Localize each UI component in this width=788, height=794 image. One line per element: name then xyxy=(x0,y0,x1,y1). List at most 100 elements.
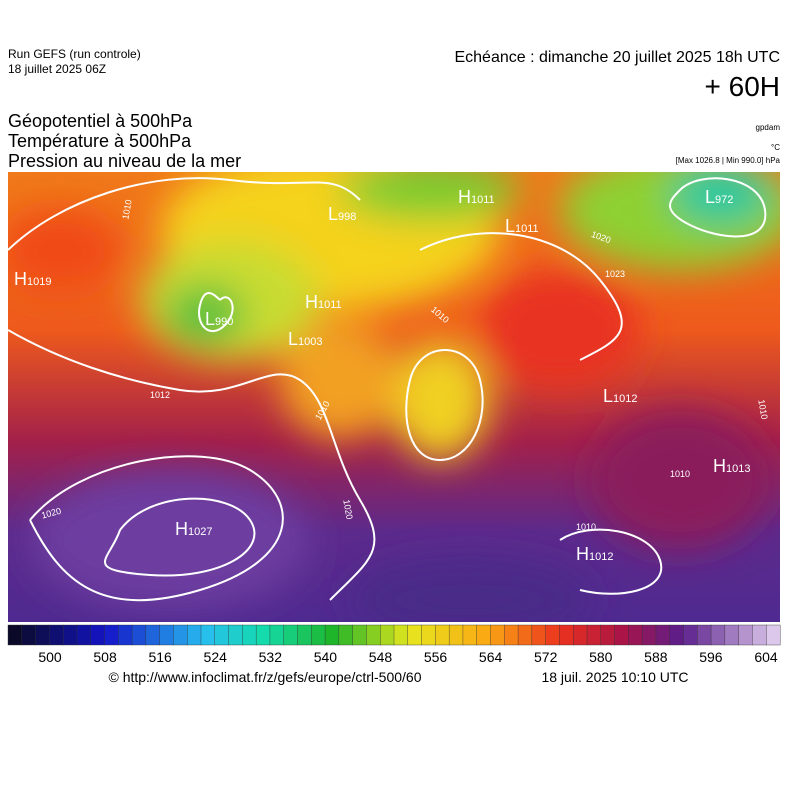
colorbar-swatch xyxy=(545,624,560,646)
colorbar-label: 596 xyxy=(699,649,723,665)
colorbar-swatch xyxy=(338,624,354,646)
colorbar-swatch xyxy=(255,624,271,646)
center-letter: L xyxy=(705,187,715,207)
center-letter: H xyxy=(713,456,726,476)
colorbar-swatch xyxy=(683,624,698,646)
colorbar-swatch xyxy=(131,624,147,646)
forecast-time: Echéance : dimanche 20 juillet 2025 18h … xyxy=(454,49,780,66)
pressure-center: L998 xyxy=(328,204,356,224)
center-value: 998 xyxy=(338,211,356,223)
center-value: 972 xyxy=(715,194,733,206)
center-letter: H xyxy=(175,519,188,539)
unit-gpdam: gpdam xyxy=(756,123,781,132)
colorbar-swatch xyxy=(90,624,106,646)
pressure-center: L990 xyxy=(205,309,233,329)
isobar-label: 1020 xyxy=(341,499,354,520)
colorbar-label: 500 xyxy=(38,649,62,665)
colorbar-swatch xyxy=(600,624,616,646)
colorbar-swatch xyxy=(586,624,602,646)
colorbar-swatch xyxy=(104,624,119,646)
center-letter: L xyxy=(288,329,298,349)
colorbar-label: 516 xyxy=(148,649,172,665)
isobar-label: 1010 xyxy=(576,522,596,532)
colorbar-swatch xyxy=(393,624,409,646)
unit-temp: °C xyxy=(771,143,780,152)
colorbar-swatch xyxy=(476,624,492,646)
colorbar-swatch xyxy=(49,624,64,646)
pressure-center: H1011 xyxy=(458,187,495,207)
center-value: 1011 xyxy=(318,299,342,311)
colorbar-swatch xyxy=(380,624,395,646)
colorbar-swatch xyxy=(35,624,50,646)
center-letter: L xyxy=(328,204,338,224)
center-letter: H xyxy=(14,269,27,289)
center-letter: L xyxy=(603,386,613,406)
isobar-label: 1023 xyxy=(605,269,625,279)
colorbar-swatch xyxy=(490,624,505,646)
colorbar-label: 540 xyxy=(314,649,338,665)
center-value: 1003 xyxy=(298,336,322,348)
colorbar-swatch xyxy=(228,624,243,646)
colorbar-swatch xyxy=(187,624,202,646)
colorbar-swatch xyxy=(214,624,230,646)
pressure-center: H1013 xyxy=(713,456,750,476)
colorbar-swatch xyxy=(173,624,188,646)
field-shading xyxy=(8,172,780,622)
title-temperature: Température à 500hPa xyxy=(8,131,192,151)
center-letter: H xyxy=(305,292,318,312)
colorbar-swatch xyxy=(697,624,712,646)
run-date: 18 juillet 2025 06Z xyxy=(8,62,106,76)
center-value: 990 xyxy=(215,316,233,328)
run-label: Run GEFS (run controle) xyxy=(8,47,141,61)
colorbar-swatch xyxy=(710,624,726,646)
colorbar xyxy=(7,624,781,646)
colorbar-swatch xyxy=(504,624,519,646)
center-value: 1013 xyxy=(726,463,750,475)
colorbar-swatch xyxy=(448,624,464,646)
colorbar-swatch xyxy=(118,624,133,646)
center-value: 1019 xyxy=(27,276,51,288)
pressure-center: L1003 xyxy=(288,329,323,349)
colorbar-swatch xyxy=(655,624,671,646)
title-geopotential: Géopotentiel à 500hPa xyxy=(8,111,193,131)
title-pressure: Pression au niveau de la mer xyxy=(8,151,241,171)
colorbar-label: 524 xyxy=(204,649,228,665)
center-letter: L xyxy=(205,309,215,329)
colorbar-swatch xyxy=(573,624,588,646)
colorbar-swatch xyxy=(752,624,767,646)
pressure-center: L1011 xyxy=(505,216,539,236)
colorbar-swatch xyxy=(531,624,547,646)
colorbar-swatch xyxy=(421,624,436,646)
colorbar-swatch xyxy=(435,624,450,646)
map: H1019L990L1003H1011L998H1011L1011L972L10… xyxy=(8,172,780,622)
pressure-center: H1027 xyxy=(175,519,212,539)
center-letter: H xyxy=(576,544,589,564)
colorbar-swatch xyxy=(311,624,326,646)
pressure-center: L972 xyxy=(705,187,733,207)
colorbar-label: 588 xyxy=(644,649,668,665)
center-value: 1011 xyxy=(471,194,495,206)
isobar-label: 1010 xyxy=(670,469,690,479)
timestamp: 18 juil. 2025 10:10 UTC xyxy=(541,669,688,685)
colorbar-swatch xyxy=(7,624,23,646)
center-value: 1027 xyxy=(188,526,212,538)
center-value: 1011 xyxy=(515,223,539,235)
colorbar-swatch xyxy=(366,624,381,646)
lead-time: + 60H xyxy=(705,71,781,102)
colorbar-label: 564 xyxy=(479,649,503,665)
colorbar-swatch xyxy=(62,624,78,646)
center-value: 1012 xyxy=(589,551,613,563)
colorbar-label: 556 xyxy=(424,649,448,665)
colorbar-swatch xyxy=(21,624,37,646)
isobar-label: 1012 xyxy=(150,390,170,400)
colorbar-swatch xyxy=(766,624,781,646)
source-url: © http://www.infoclimat.fr/z/gefs/europe… xyxy=(108,669,421,685)
colorbar-swatch xyxy=(76,624,92,646)
colorbar-swatch xyxy=(724,624,740,646)
pressure-range: [Max 1026.8 | Min 990.0] hPa xyxy=(676,156,781,165)
colorbar-swatch xyxy=(352,624,367,646)
colorbar-label: 604 xyxy=(754,649,778,665)
colorbar-swatch xyxy=(462,624,478,646)
isobar-label: 1010 xyxy=(120,199,133,220)
